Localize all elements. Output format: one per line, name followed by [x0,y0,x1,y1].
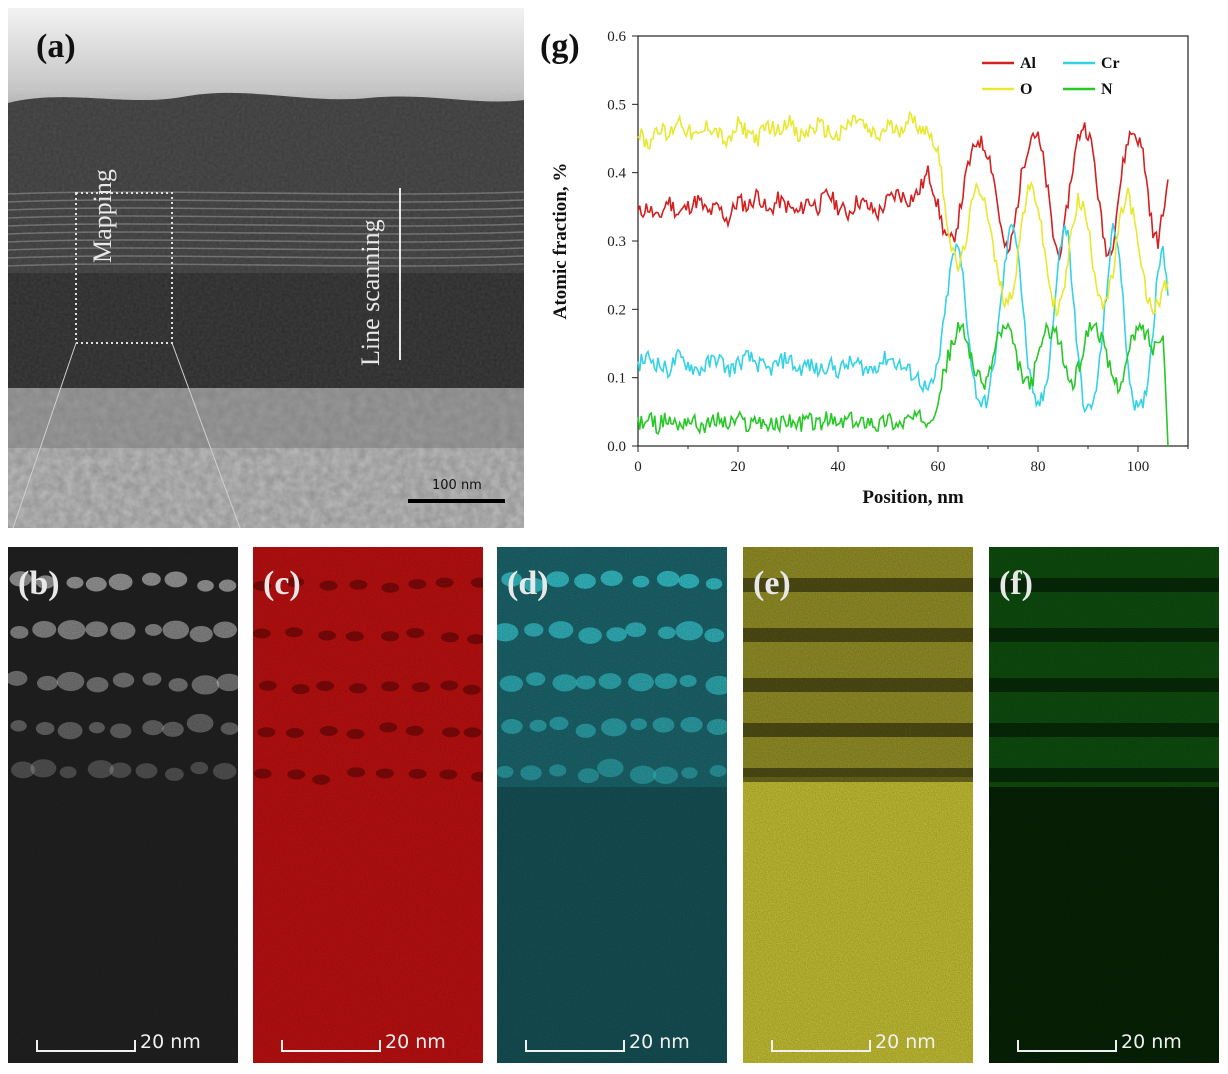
y-tick-label: 0.2 [607,302,626,318]
legend-label-Al: Al [1020,55,1037,72]
panel-g-chart: 0.0 0.1 0.2 0.3 0.4 0.5 0.6 0 20 40 60 80 100 Positio… [530,8,1220,528]
y-axis-label: Atomic fraction, % [550,163,571,320]
cr-map-image [497,547,727,1063]
series-line-O [637,110,1169,318]
scale-bar-b [36,1040,136,1052]
map-noise [8,547,238,1063]
panel-a-label: (a) [36,28,76,65]
o-map-image [743,547,973,1063]
map-noise [497,547,727,1063]
haadf-map-image [8,547,238,1063]
y-tick-label: 0.4 [607,166,626,182]
panel-f-n-map: (f) 20 nm [989,547,1219,1063]
panel-g-label: (g) [540,28,580,65]
scale-bar-f [1017,1040,1117,1052]
map-noise [253,547,483,1063]
y-tick-label: 0.1 [607,371,626,387]
panel-b-label: (b) [18,565,60,602]
x-tick-label: 20 [731,459,746,475]
scale-text-d: 20 nm [629,1031,690,1053]
scale-text-e: 20 nm [875,1031,936,1053]
panel-b-haadf-map: (b) 20 nm [8,547,238,1063]
legend-label-N: N [1101,81,1113,98]
panel-c-al-map: (c) 20 nm [253,547,483,1063]
x-tick-label: 100 [1127,459,1150,475]
legend-label-Cr: Cr [1101,55,1120,72]
y-tick-label: 0.6 [607,29,626,45]
y-tick-label: 0.3 [607,234,626,250]
mapping-text: Mapping [88,169,117,263]
series-line-Al [637,122,1169,261]
series-line-Cr [637,222,1169,414]
zoom-line-left [12,342,77,528]
scale-bar-d [525,1040,625,1052]
map-noise [743,547,973,1063]
y-tick-label: 0.5 [607,97,626,113]
scale-text-b: 20 nm [140,1031,201,1053]
x-tick-label: 60 [931,459,946,475]
panel-f-label: (f) [999,565,1033,602]
scale-bar-c [281,1040,381,1052]
plot-frame [637,35,1189,447]
line-scan-chart: 0.0 0.1 0.2 0.3 0.4 0.5 0.6 0 20 40 60 80 100 Positio… [550,29,1189,508]
x-tick-label: 80 [1031,459,1046,475]
n-map-image [989,547,1219,1063]
al-map-image [253,547,483,1063]
scale-bar-e [771,1040,871,1052]
mapping-region-box [75,192,173,344]
x-tick-label: 0 [634,459,642,475]
panel-e-o-map: (e) 20 nm [743,547,973,1063]
scale-text-c: 20 nm [385,1031,446,1053]
x-axis-label: Position, nm [862,487,964,508]
legend-label-O: O [1020,81,1032,98]
scale-text-100nm: 100 nm [432,478,482,493]
scale-text-f: 20 nm [1121,1031,1182,1053]
panel-c-label: (c) [263,565,301,602]
x-tick-label: 40 [831,459,846,475]
panel-e-label: (e) [753,565,791,602]
panel-a-stem-image: (a) Mapping Line scanning 100 nm [8,8,524,528]
panel-d-cr-map: (d) 20 nm [497,547,727,1063]
series-line-N [637,321,1169,447]
map-noise [989,547,1219,1063]
y-tick-label: 0.0 [607,439,626,455]
panel-d-label: (d) [507,565,549,602]
zoom-line-right [171,342,241,528]
stem-image-svg [8,8,524,528]
line-scanning-text: Line scanning [356,219,385,366]
